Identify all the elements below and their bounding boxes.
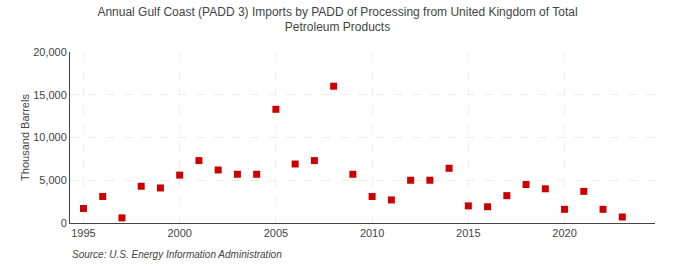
svg-text:Source: U.S. Energy Informatio: Source: U.S. Energy Information Administ… bbox=[72, 249, 282, 260]
svg-text:2020: 2020 bbox=[552, 227, 576, 239]
svg-text:15,000: 15,000 bbox=[33, 89, 67, 101]
svg-text:5,000: 5,000 bbox=[39, 174, 67, 186]
svg-text:10,000: 10,000 bbox=[33, 131, 67, 143]
svg-text:20,000: 20,000 bbox=[33, 46, 67, 58]
svg-text:2015: 2015 bbox=[456, 227, 480, 239]
svg-text:Thousand Barrels: Thousand Barrels bbox=[19, 94, 31, 181]
svg-text:2000: 2000 bbox=[167, 227, 191, 239]
svg-text:2005: 2005 bbox=[264, 227, 288, 239]
svg-text:1995: 1995 bbox=[71, 227, 95, 239]
svg-text:Annual Gulf Coast (PADD 3) Imp: Annual Gulf Coast (PADD 3) Imports by PA… bbox=[97, 5, 577, 35]
svg-text:2010: 2010 bbox=[360, 227, 384, 239]
svg-text:0: 0 bbox=[61, 217, 67, 229]
